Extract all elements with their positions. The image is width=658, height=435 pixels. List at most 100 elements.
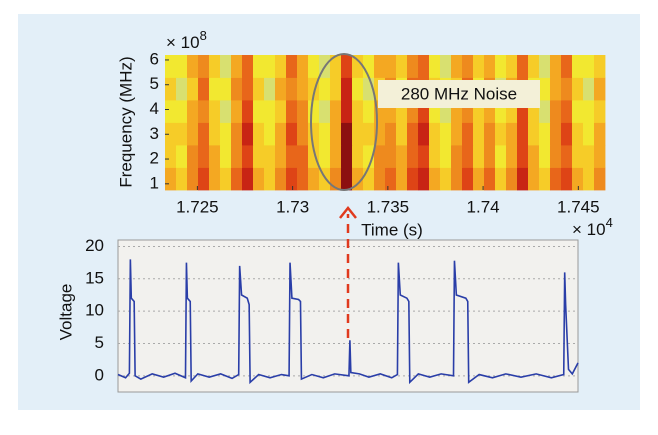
heat-cell: [484, 100, 496, 123]
heat-cell: [198, 55, 210, 78]
heat-cell: [572, 55, 584, 78]
heat-cell: [187, 100, 199, 123]
y-tick-label: 4: [150, 99, 159, 118]
heat-cell: [297, 55, 309, 78]
heat-cell: [385, 145, 397, 168]
heat-cell: [418, 122, 430, 146]
heat-cell: [451, 167, 463, 191]
heat-cell: [341, 122, 353, 146]
heat-cell: [462, 55, 474, 78]
heat-cell: [286, 55, 298, 78]
heat-cell: [319, 77, 331, 101]
heat-cell: [561, 167, 573, 191]
heat-cell: [187, 77, 199, 101]
heat-cell: [418, 100, 430, 123]
heat-cell: [242, 55, 254, 78]
heat-cell: [539, 122, 551, 146]
heat-cell: [165, 55, 177, 78]
y-tick-label: 15: [85, 268, 104, 287]
multiplier-exponent: 4: [606, 215, 613, 230]
heat-cell: [176, 145, 188, 168]
heat-cell: [550, 100, 562, 123]
heat-cell: [264, 167, 276, 191]
heat-cell: [231, 145, 243, 168]
heat-cell: [594, 77, 606, 101]
heat-cell: [286, 145, 298, 168]
heat-cell: [330, 145, 342, 168]
heat-cell: [561, 100, 573, 123]
heat-cell: [286, 77, 298, 101]
heat-cell: [517, 167, 529, 191]
y-tick-label: 1: [150, 173, 159, 192]
heat-cell: [198, 145, 210, 168]
heat-cell: [407, 55, 419, 78]
heat-cell: [352, 122, 364, 146]
heat-cell: [495, 100, 507, 123]
heat-cell: [396, 145, 408, 168]
heat-cell: [572, 167, 584, 191]
heat-cell: [253, 145, 265, 168]
heat-cell: [176, 167, 188, 191]
heat-cell: [473, 55, 485, 78]
heat-cell: [209, 100, 221, 123]
heat-cell: [473, 145, 485, 168]
heat-cell: [451, 100, 463, 123]
heat-cell: [385, 100, 397, 123]
annotations: 280 MHz Noise: [310, 53, 540, 338]
heat-cell: [275, 55, 287, 78]
heat-cell: [561, 122, 573, 146]
heat-cell: [275, 145, 287, 168]
heat-cell: [220, 100, 232, 123]
heat-cell: [495, 145, 507, 168]
heat-cell: [231, 77, 243, 101]
x-tick-label: 1.74: [467, 197, 500, 216]
heat-cell: [275, 167, 287, 191]
heat-cell: [539, 145, 551, 168]
heat-cell: [308, 122, 320, 146]
heat-cell: [528, 122, 540, 146]
heat-cell: [209, 122, 221, 146]
heat-cell: [594, 100, 606, 123]
heat-cell: [286, 122, 298, 146]
heat-cell: [583, 77, 595, 101]
heat-cell: [330, 77, 342, 101]
heat-cell: [528, 55, 540, 78]
heat-cell: [231, 55, 243, 78]
heat-cell: [242, 167, 254, 191]
heat-cell: [385, 167, 397, 191]
heat-cell: [363, 167, 375, 191]
heat-cell: [253, 167, 265, 191]
heat-cell: [572, 100, 584, 123]
heat-cell: [187, 167, 199, 191]
heat-cell: [440, 55, 452, 78]
heat-cell: [561, 77, 573, 101]
heat-cell: [561, 145, 573, 168]
heat-cell: [429, 167, 441, 191]
heat-cell: [363, 55, 375, 78]
x-tick-label: 1.73: [276, 197, 309, 216]
heat-cell: [165, 100, 177, 123]
y-tick-label: 20: [85, 236, 104, 255]
heat-cell: [506, 122, 518, 146]
heat-cell: [220, 122, 232, 146]
heat-cell: [363, 77, 375, 101]
heat-cell: [539, 77, 551, 101]
heat-cell: [187, 145, 199, 168]
heat-cell: [572, 145, 584, 168]
heat-cell: [242, 145, 254, 168]
heat-cell: [374, 145, 386, 168]
heat-cell: [572, 77, 584, 101]
heat-cell: [220, 77, 232, 101]
heat-cell: [187, 55, 199, 78]
heat-cell: [429, 100, 441, 123]
heat-cell: [418, 167, 430, 191]
heat-cell: [319, 145, 331, 168]
y-tick-label: 3: [150, 124, 159, 143]
heat-cell: [165, 167, 177, 191]
heat-cell: [220, 167, 232, 191]
heat-cell: [297, 77, 309, 101]
heat-cell: [517, 145, 529, 168]
x-tick-label: 1.745: [557, 197, 600, 216]
voltage-plot: 0 5 10 15 20 Voltage: [56, 236, 579, 393]
y-axis-label: Voltage: [56, 284, 75, 341]
